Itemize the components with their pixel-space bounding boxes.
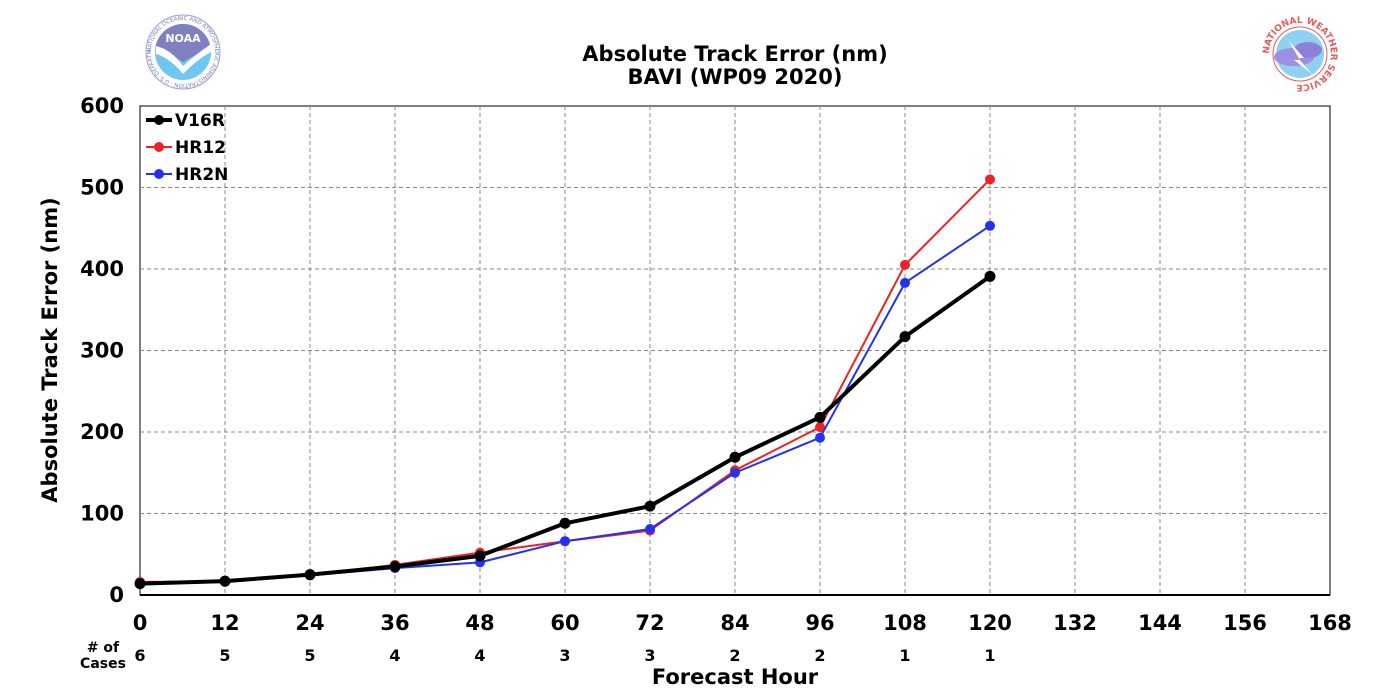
data-point: [134, 578, 146, 590]
cases-count: 2: [729, 646, 740, 665]
cases-label-line2: Cases: [80, 656, 126, 672]
x-tick-label: 144: [1138, 611, 1182, 635]
data-point: [815, 422, 825, 433]
x-tick-label: 36: [380, 611, 409, 635]
data-point: [815, 432, 825, 443]
data-point: [984, 270, 996, 282]
y-axis-label: Absolute Track Error (nm): [38, 197, 62, 502]
data-point: [559, 517, 571, 529]
cases-count: 2: [814, 646, 825, 665]
grid-lines: [140, 106, 1330, 595]
data-point: [900, 277, 910, 288]
data-point: [729, 451, 741, 463]
chart-subtitle: BAVI (WP09 2020): [628, 65, 843, 89]
x-tick-label: 24: [295, 611, 324, 635]
y-tick-label: 600: [80, 94, 124, 118]
y-tick-label: 0: [109, 583, 124, 607]
data-point: [644, 500, 656, 512]
data-point: [899, 331, 911, 343]
legend-item-v16r: V16R: [146, 111, 225, 131]
y-tick-label: 200: [80, 420, 124, 444]
legend-swatch-marker: [154, 115, 164, 125]
x-tick-label: 156: [1223, 611, 1267, 635]
x-tick-labels: 0 12 24 36 48 60 72 84 96 108 120 132 144 156 168: [133, 611, 1352, 635]
noaa-logo-text: NOAA: [165, 32, 201, 45]
cases-count: 3: [644, 646, 655, 665]
data-point: [219, 575, 231, 587]
x-tick-label: 132: [1053, 611, 1097, 635]
cases-row: 6 5 5 4 4 3 3 2 2 1 1: [134, 646, 995, 665]
data-point: [814, 411, 826, 423]
cases-count: 4: [474, 646, 485, 665]
data-point: [560, 536, 570, 547]
x-axis-label: Forecast Hour: [652, 665, 819, 689]
y-tick-label: 400: [80, 257, 124, 281]
data-point: [985, 220, 995, 231]
chart-title: Absolute Track Error (nm): [582, 42, 887, 66]
legend-label: V16R: [175, 111, 225, 131]
legend-label: HR2N: [175, 165, 228, 185]
x-tick-label: 48: [465, 611, 494, 635]
x-tick-label: 120: [968, 611, 1012, 635]
x-tick-label: 12: [210, 611, 239, 635]
data-point: [304, 569, 316, 581]
legend-item-hr12: HR12: [146, 138, 226, 158]
x-tick-label: 0: [133, 611, 148, 635]
data-point: [730, 467, 740, 478]
data-point: [900, 259, 910, 270]
x-tick-label: 168: [1308, 611, 1352, 635]
y-tick-label: 500: [80, 176, 124, 200]
x-tick-label: 72: [635, 611, 664, 635]
y-tick-labels: 0 100 200 300 400 500 600: [80, 94, 124, 607]
data-point: [645, 523, 655, 534]
series-v16r: [134, 270, 996, 590]
x-tick-label: 108: [883, 611, 927, 635]
legend: V16R HR12 HR2N: [146, 111, 228, 185]
data-point: [474, 550, 486, 562]
nws-logo-icon: NATIONAL WEATHER SERVICE: [1262, 16, 1338, 92]
noaa-logo-icon: NATIONAL OCEANIC AND ATMOSPHERIC ADMINIS…: [0, 0, 221, 90]
series-layer: [134, 174, 996, 590]
x-tick-label: 96: [805, 611, 834, 635]
legend-swatch-marker: [154, 169, 164, 179]
legend-swatch-marker: [154, 142, 164, 152]
legend-item-hr2n: HR2N: [146, 165, 228, 185]
legend-label: HR12: [175, 138, 226, 158]
cases-count: 1: [984, 646, 995, 665]
data-point: [985, 174, 995, 185]
x-tick-label: 60: [550, 611, 579, 635]
y-tick-label: 100: [80, 502, 124, 526]
cases-count: 1: [899, 646, 910, 665]
cases-count: 4: [389, 646, 400, 665]
cases-label-line1: # of: [87, 640, 120, 656]
x-tick-label: 84: [720, 611, 749, 635]
cases-count: 5: [304, 646, 315, 665]
cases-count: 5: [219, 646, 230, 665]
data-point: [389, 560, 401, 572]
y-tick-label: 300: [80, 339, 124, 363]
cases-count: 6: [134, 646, 145, 665]
cases-count: 3: [559, 646, 570, 665]
